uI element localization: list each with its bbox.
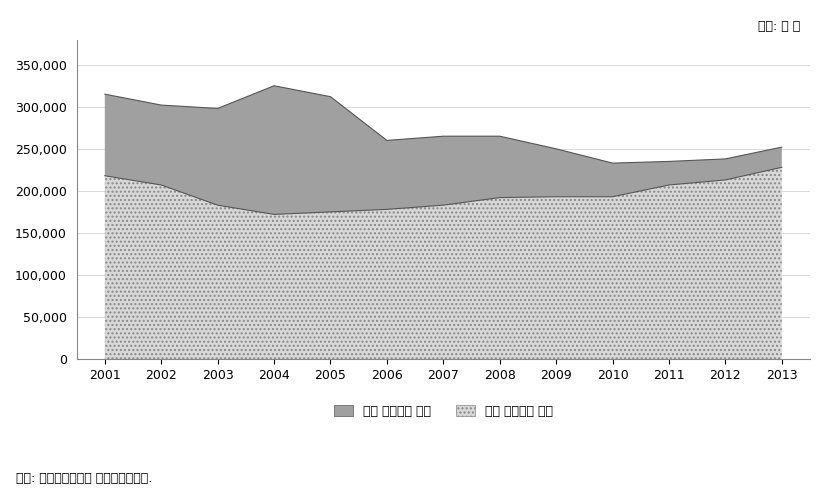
Legend: 잔액 부체대첵 포함, 잔액 부체대첵 제외: 잔액 부체대첵 포함, 잔액 부체대첵 제외 [329,400,558,423]
Text: 단위: 억 원: 단위: 억 원 [758,20,800,33]
Text: 자료: 농림축산식품부 농업금융정책과.: 자료: 농림축산식품부 농업금융정책과. [16,472,153,485]
